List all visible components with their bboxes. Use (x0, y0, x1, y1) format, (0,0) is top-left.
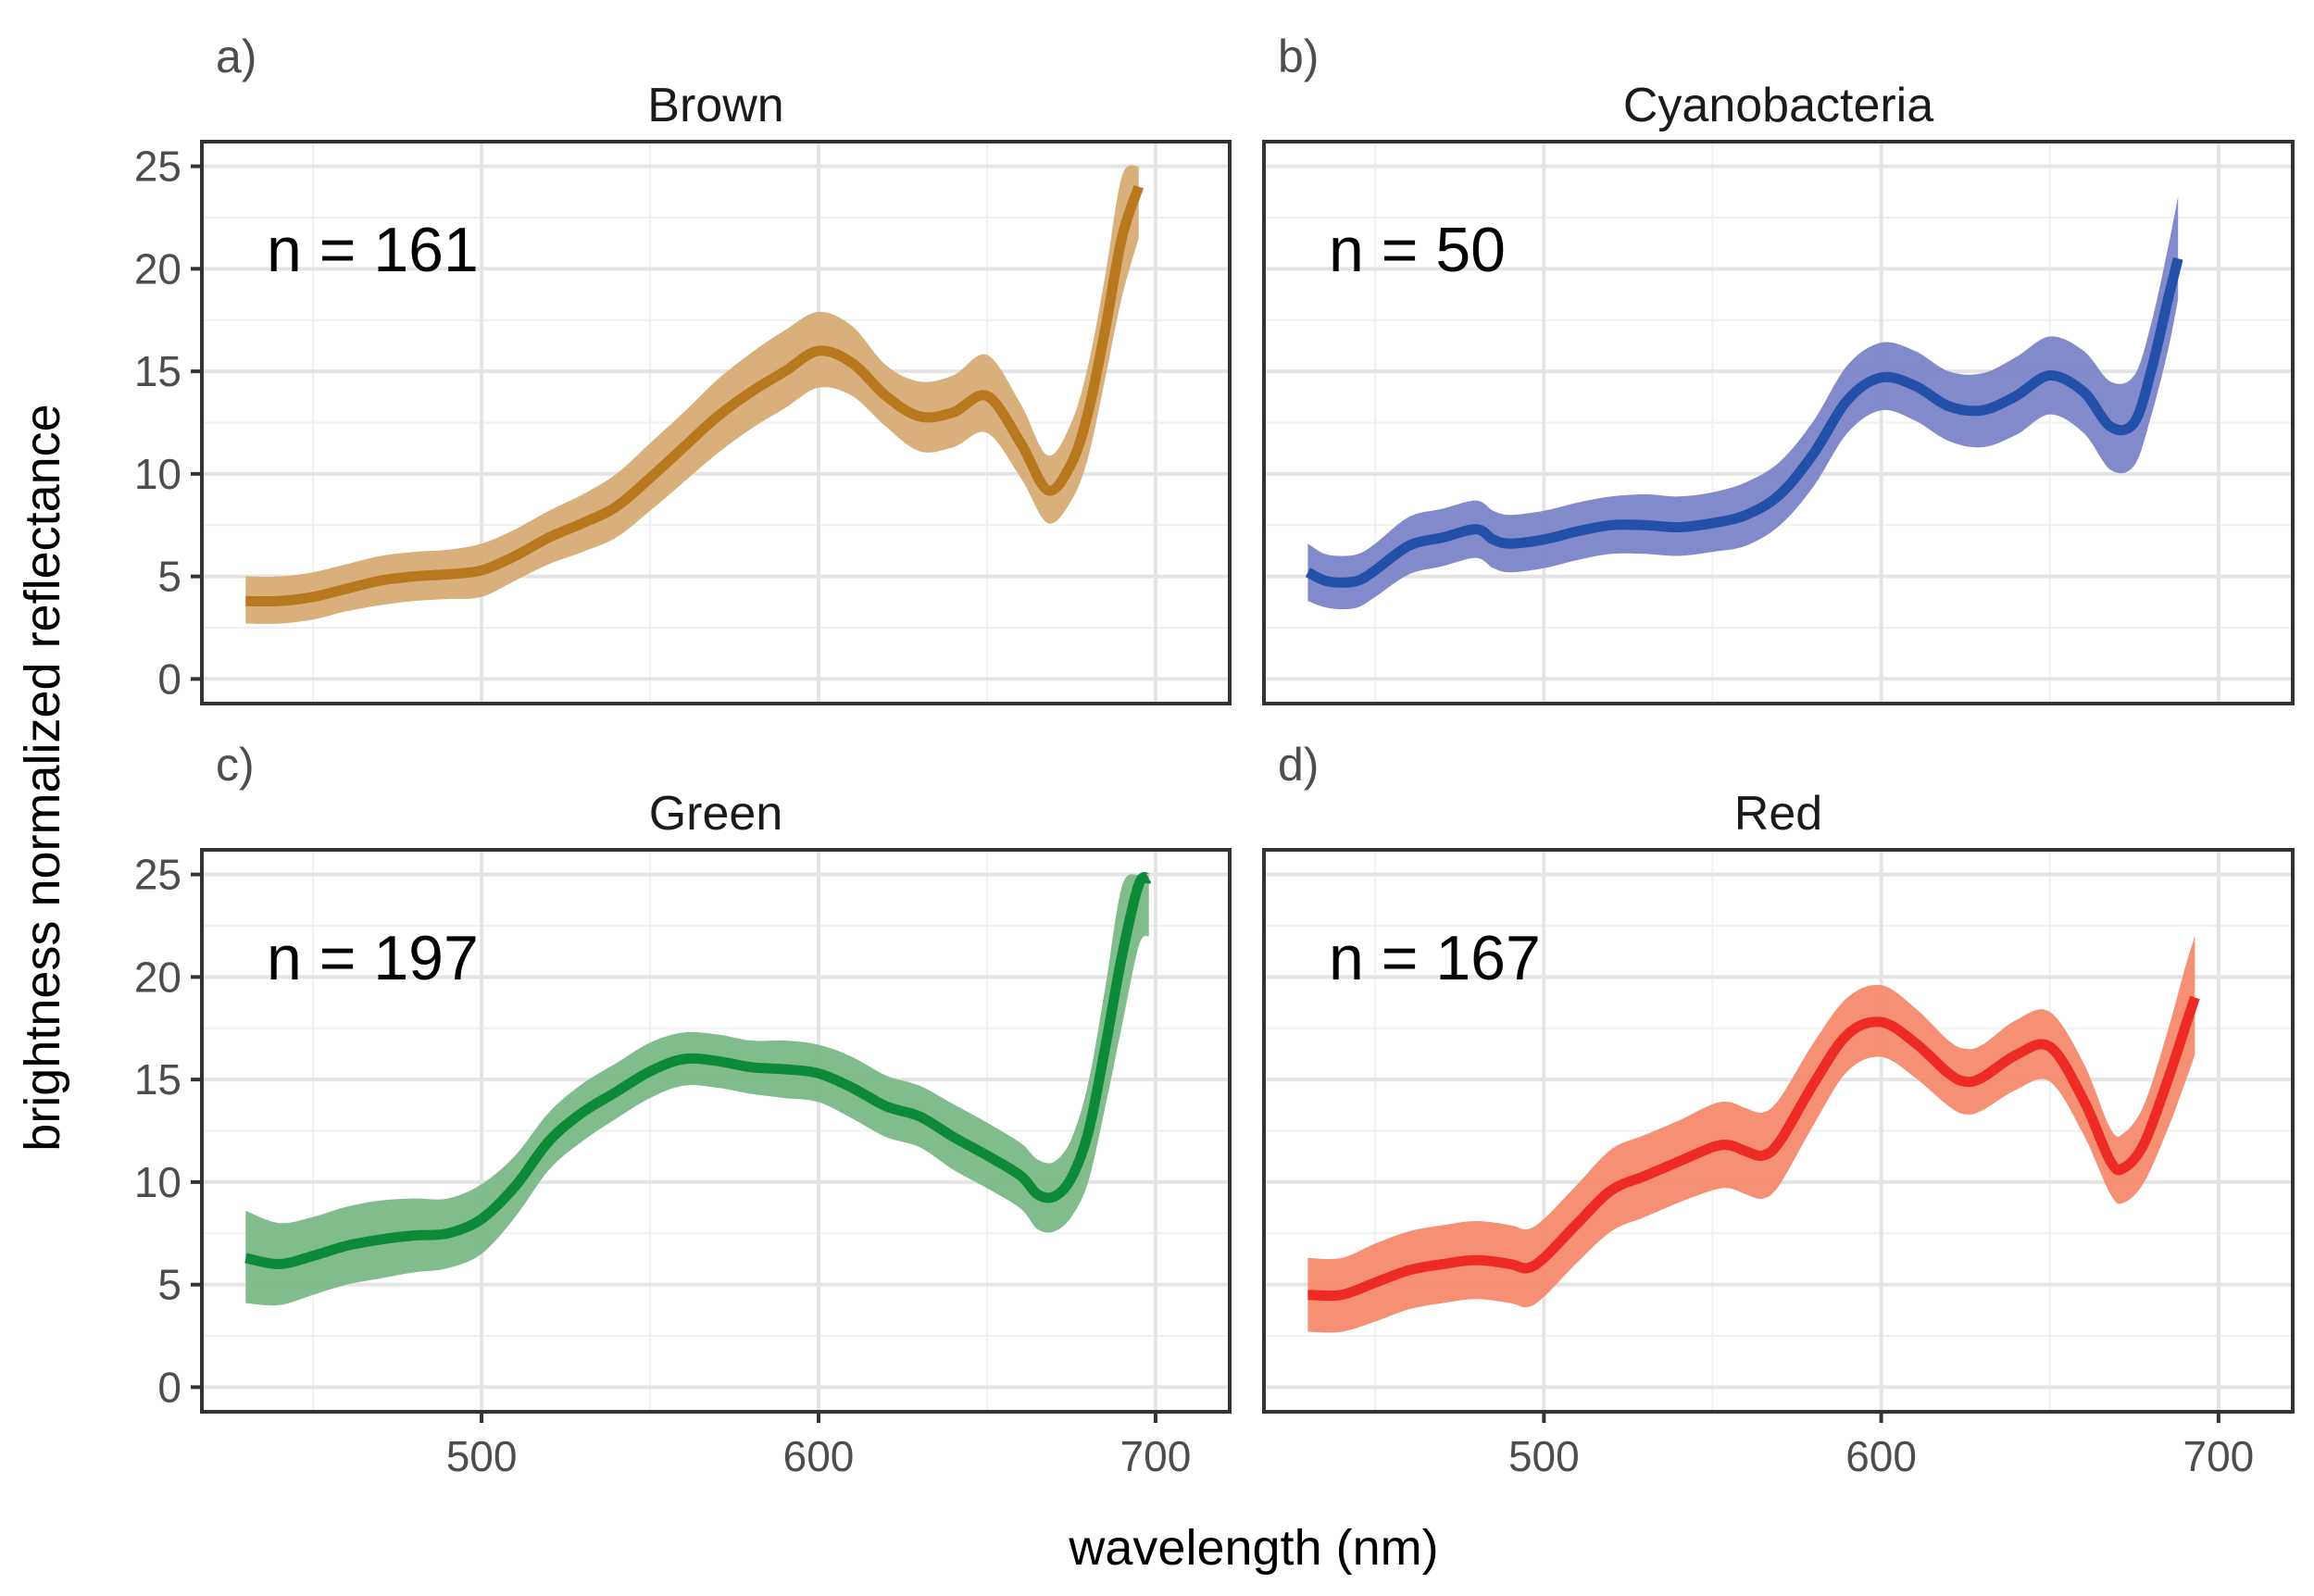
panel-green: c) Green n = 197 0 5 10 15 20 25 500 600 700 (134, 739, 1232, 1480)
panel-label: c) (216, 739, 255, 791)
x-tick-label: 700 (1120, 1432, 1192, 1480)
panel-label: b) (1278, 31, 1319, 82)
panel-title: Cyanobacteria (1623, 79, 1933, 132)
y-tick-label: 0 (157, 1363, 181, 1411)
mean-line (245, 184, 1144, 607)
y-tick-label: 5 (157, 1261, 181, 1309)
mean-line (1307, 995, 2200, 1302)
y-tick-label: 15 (134, 1055, 181, 1103)
mean-line (1305, 256, 2183, 588)
x-tick-label: 500 (446, 1432, 518, 1480)
x-tick-label: 600 (783, 1432, 855, 1480)
panel-border (1262, 140, 2295, 705)
y-tick-label: 15 (134, 347, 181, 395)
panel-label: a) (216, 31, 256, 82)
panel-cyanobacteria: b) Cyanobacteria n = 50 (1262, 31, 2295, 705)
sample-size-label: n = 197 (267, 923, 479, 993)
confidence-band (245, 873, 1149, 1306)
panel-title: Red (1734, 787, 1822, 841)
y-tick-label: 5 (157, 553, 181, 601)
sample-size-label: n = 161 (267, 215, 479, 285)
sample-size-label: n = 167 (1329, 923, 1541, 993)
panel-red: d) Red n = 167 500 600 700 (1262, 739, 2295, 1480)
x-tick-label: 600 (1845, 1432, 1917, 1480)
y-tick-label: 25 (134, 851, 181, 899)
panel-brown: a) Brown n = 161 0 5 10 15 20 25 (134, 31, 1232, 705)
panel-border (1262, 848, 2295, 1414)
confidence-band (245, 165, 1139, 624)
y-tick-label: 10 (134, 1158, 181, 1206)
panel-title: Brown (647, 79, 783, 132)
x-axis-title: wavelength (nm) (1068, 1520, 1438, 1576)
panel-border (200, 848, 1232, 1414)
y-tick-label: 20 (134, 953, 181, 1001)
x-tick-label: 500 (1508, 1432, 1580, 1480)
sample-size-label: n = 50 (1329, 215, 1506, 285)
mean-line (244, 872, 1152, 1269)
y-tick-label: 10 (134, 450, 181, 498)
panel-border (200, 140, 1232, 705)
panels: a) Brown n = 161 0 5 10 15 20 25 b) Cyanobacteria n… (134, 31, 2295, 1480)
y-axis-title: brightness normalized reflectance (15, 404, 70, 1151)
y-tick-label: 0 (157, 655, 181, 703)
y-tick-label: 20 (134, 244, 181, 293)
y-tick-label: 25 (134, 143, 181, 191)
confidence-band (1307, 936, 2195, 1333)
panel-title: Green (649, 787, 783, 841)
x-tick-label: 700 (2183, 1432, 2254, 1480)
panel-label: d) (1278, 739, 1319, 791)
